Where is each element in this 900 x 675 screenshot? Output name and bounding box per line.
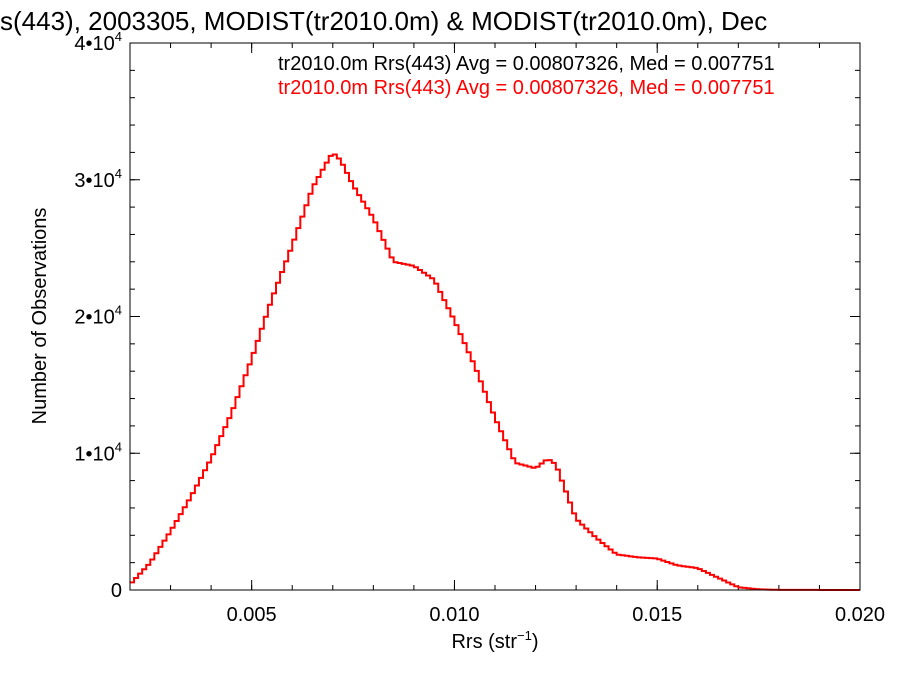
x-tick-label: 0.010 <box>429 604 479 626</box>
y-axis-label: Number of Observations <box>29 208 51 425</box>
x-axis-label: Rrs (str−1) <box>451 628 538 653</box>
x-tick-label: 0.015 <box>632 604 682 626</box>
axis-ticks <box>129 42 861 591</box>
plot-series <box>130 153 860 591</box>
y-tick-label: 0 <box>111 580 122 602</box>
y-tick-label: 2•104 <box>74 303 122 329</box>
histogram-series-line <box>130 153 860 591</box>
y-tick-label: 4•104 <box>74 29 122 55</box>
x-tick-label: 0.005 <box>227 604 277 626</box>
legend-annotations: tr2010.0m Rrs(443) Avg = 0.00807326, Med… <box>278 53 775 99</box>
svg-text:Number of Observations: Number of Observations <box>29 208 51 425</box>
y-tick-label: 3•104 <box>74 166 122 192</box>
y-tick-label: 1•104 <box>74 439 122 465</box>
stats-annotation: tr2010.0m Rrs(443) Avg = 0.00807326, Med… <box>278 77 775 99</box>
chart-title: s(443), 2003305, MODIST(tr2010.0m) & MOD… <box>0 6 767 36</box>
plot-frame <box>129 42 861 591</box>
axis-tick-labels: 0.005 0.010 0.015 0.020 0 1•104 2•104 3•104 4•10… <box>74 29 885 626</box>
stats-annotation: tr2010.0m Rrs(443) Avg = 0.00807326, Med… <box>278 53 775 75</box>
x-tick-label: 0.020 <box>835 604 885 626</box>
